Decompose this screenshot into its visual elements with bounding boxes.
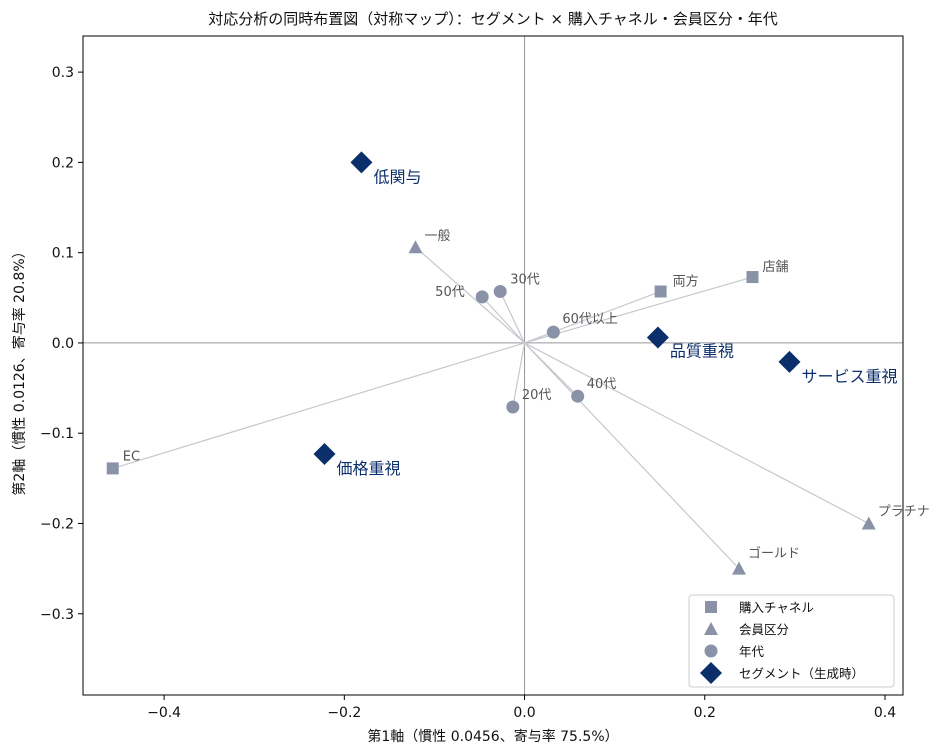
- diamond-point: [350, 151, 373, 174]
- x-tick-label: −0.4: [147, 705, 181, 721]
- square-point: [106, 462, 119, 475]
- point-label: 両方: [673, 273, 699, 289]
- diamond-point: [778, 350, 801, 373]
- plot-frame: [82, 35, 904, 696]
- legend-marker: [705, 601, 717, 613]
- point-label: 40代: [587, 377, 617, 392]
- connector-line: [481, 296, 525, 344]
- connector-line: [524, 276, 753, 344]
- point-label: 一般: [425, 228, 451, 244]
- connector-line: [499, 291, 526, 344]
- y-tick-label: 0.1: [52, 246, 74, 262]
- legend-box: [688, 594, 895, 688]
- y-tick-label: −0.1: [40, 426, 74, 442]
- x-tick-label: 0.2: [694, 705, 716, 721]
- legend-entry: 会員区分: [739, 622, 789, 637]
- legend-marker: [704, 622, 718, 635]
- point-label: プラチナ: [878, 504, 930, 519]
- point-label: ゴールド: [748, 546, 800, 562]
- triangle-point: [732, 561, 746, 575]
- triangle-point: [408, 240, 423, 254]
- point-label: 50代: [435, 285, 465, 300]
- connector-line: [112, 342, 525, 469]
- y-axis-label: 第2軸（慣性 0.0126、寄与率 20.8%）: [11, 244, 28, 495]
- circle-point: [506, 400, 520, 414]
- diamond-point: [646, 326, 669, 349]
- square-point: [654, 285, 667, 298]
- circle-point: [475, 290, 489, 304]
- legend-entry: セグメント（生成時）: [739, 666, 864, 681]
- connector-line: [524, 342, 740, 570]
- connector-line: [524, 342, 579, 397]
- diamond-point: [313, 442, 336, 465]
- point-label: 店舗: [763, 260, 789, 275]
- x-tick-label: 0.0: [513, 705, 535, 721]
- point-label: EC: [123, 449, 140, 464]
- y-tick-label: 0.3: [52, 65, 74, 81]
- square-point: [746, 271, 759, 284]
- point-label: 30代: [510, 272, 540, 287]
- y-tick-label: 0.0: [52, 336, 74, 352]
- y-tick-label: 0.2: [52, 155, 74, 171]
- y-tick-label: −0.3: [40, 607, 74, 623]
- legend-entry: 購入チャネル: [739, 600, 814, 615]
- plot-area: −0.4 −0.2 0.0 0.2 0.4 0.3 0.2 0.1 0.0 −0.1 −0.2 −0.…: [40, 35, 930, 721]
- connector-line: [524, 342, 870, 525]
- connector-line: [512, 342, 526, 408]
- legend-marker: [700, 662, 722, 684]
- connector-line: [415, 246, 525, 344]
- triangle-point: [861, 516, 876, 530]
- y-tick-label: −0.2: [40, 516, 74, 532]
- circle-point: [571, 389, 585, 403]
- point-label: 品質重視: [670, 342, 734, 361]
- point-label: サービス重視: [801, 367, 897, 386]
- point-label: 低関与: [373, 167, 421, 186]
- point-label: 価格重視: [336, 459, 400, 478]
- circle-point: [493, 284, 507, 298]
- x-tick-label: 0.4: [874, 705, 896, 721]
- chart-title: 対応分析の同時布置図（対称マップ）：セグメント × 購入チャネル・会員区分・年代: [208, 10, 777, 28]
- point-label: 20代: [522, 388, 552, 403]
- point-label: 60代以上: [562, 312, 618, 327]
- circle-point: [546, 325, 560, 339]
- legend-marker: [704, 644, 718, 658]
- x-tick-label: −0.2: [327, 705, 361, 721]
- x-axis-label: 第1軸（慣性 0.0456、寄与率 75.5%）: [367, 728, 618, 745]
- legend-entry: 年代: [739, 644, 765, 659]
